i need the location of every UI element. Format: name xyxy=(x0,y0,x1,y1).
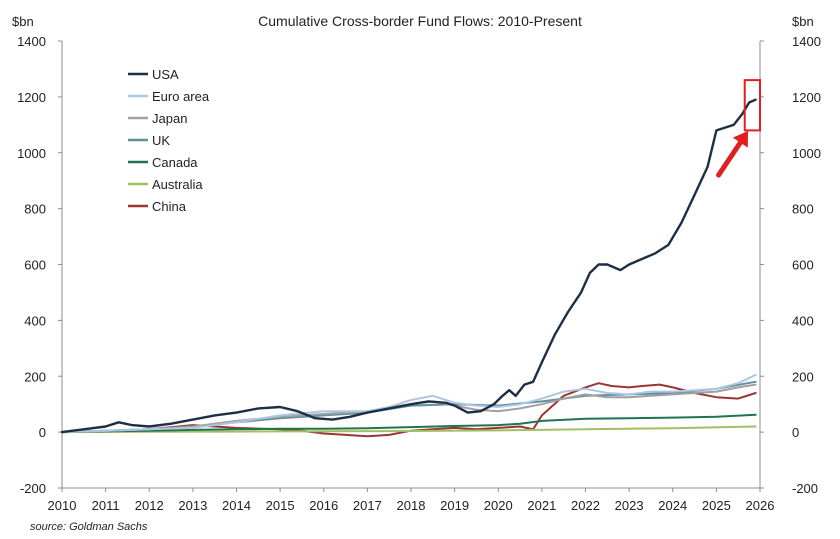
highlight-arrow-head xyxy=(732,131,749,148)
y-tick-label-right: 1000 xyxy=(792,146,821,161)
x-tick-label: 2023 xyxy=(615,498,644,513)
annotation xyxy=(716,79,762,178)
y-tick-label-right: -200 xyxy=(792,481,818,496)
x-tick-label: 2011 xyxy=(92,498,120,513)
x-tick-label: 2024 xyxy=(658,498,687,513)
legend-label-australia: Australia xyxy=(152,177,203,192)
legend: USA Euro area Japan UK Canada Australia China xyxy=(128,67,210,214)
y-tick-label-left: 1000 xyxy=(17,146,46,161)
series-line-japan xyxy=(61,383,757,434)
x-tick-label: 2020 xyxy=(484,498,513,513)
x-tick-label: 2021 xyxy=(527,498,556,513)
legend-label-canada: Canada xyxy=(152,155,198,170)
y-axis-label-right: $bn xyxy=(792,14,814,29)
legend-label-china: China xyxy=(152,199,187,214)
y-tick-label-right: 1200 xyxy=(792,90,821,105)
y-tick-label-right: 800 xyxy=(792,202,814,217)
y-tick-label-right: 0 xyxy=(792,425,799,440)
series-line-usa xyxy=(60,98,757,434)
x-tick-label: 2026 xyxy=(746,498,775,513)
y-axis-label-left: $bn xyxy=(12,14,34,29)
legend-label-usa: USA xyxy=(152,67,179,82)
y-tick-label-left: -200 xyxy=(20,481,46,496)
y-tick-label-right: 200 xyxy=(792,369,814,384)
x-tick-label: 2018 xyxy=(397,498,426,513)
y-tick-label-right: 600 xyxy=(792,258,814,273)
highlight-box xyxy=(743,79,762,132)
series-line-euro-area xyxy=(61,373,757,434)
legend-label-uk: UK xyxy=(152,133,170,148)
y-tick-label-right: 1400 xyxy=(792,34,821,49)
y-tick-label-left: 600 xyxy=(24,258,46,273)
x-tick-label: 2025 xyxy=(702,498,731,513)
series-line-australia xyxy=(61,425,757,434)
x-tick-label: 2012 xyxy=(135,498,164,513)
y-tick-label-left: 0 xyxy=(39,425,46,440)
x-tick-label: 2010 xyxy=(48,498,77,513)
x-tick-label: 2019 xyxy=(440,498,469,513)
x-tick-label: 2014 xyxy=(222,498,251,513)
legend-label-japan: Japan xyxy=(152,111,187,126)
y-tick-label-left: 800 xyxy=(24,202,46,217)
x-tick-label: 2017 xyxy=(353,498,382,513)
axes: -200 0 200 400 600 800 1000 1200 1400 -200 0 200 400… xyxy=(17,34,821,513)
y-tick-label-left: 1200 xyxy=(17,90,46,105)
y-tick-label-left: 400 xyxy=(24,313,46,328)
chart-title: Cumulative Cross-border Fund Flows: 2010… xyxy=(258,13,582,29)
legend-label-euro-area: Euro area xyxy=(152,89,210,104)
x-tick-label: 2016 xyxy=(309,498,338,513)
series-lines xyxy=(60,98,757,438)
source-note: source: Goldman Sachs xyxy=(30,521,148,533)
x-tick-label: 2015 xyxy=(266,498,295,513)
y-tick-label-left: 200 xyxy=(24,369,46,384)
x-tick-label: 2013 xyxy=(178,498,207,513)
series-line-china xyxy=(61,382,757,438)
x-tick-label: 2022 xyxy=(571,498,600,513)
series-line-canada xyxy=(61,413,757,434)
y-tick-label-left: 1400 xyxy=(17,34,46,49)
y-tick-label-right: 400 xyxy=(792,313,814,328)
